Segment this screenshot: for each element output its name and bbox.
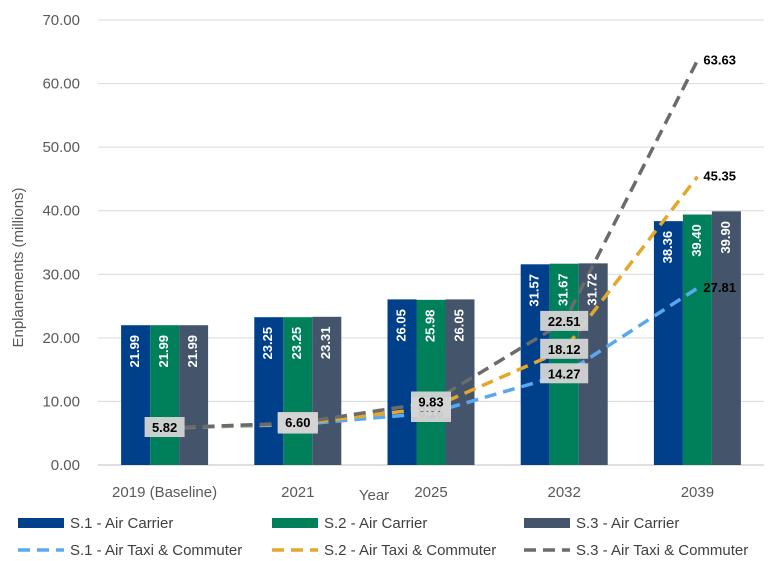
bar xyxy=(312,316,342,465)
line-label-box xyxy=(144,417,185,438)
x-tick-label: 2039 xyxy=(681,484,714,501)
bar-data-label: 23.25 xyxy=(289,327,304,360)
bar-data-label: 23.25 xyxy=(260,327,275,360)
line-label-box xyxy=(277,412,318,433)
bar xyxy=(416,299,446,465)
bar xyxy=(150,325,180,465)
legend-swatch xyxy=(18,518,64,528)
bar-data-label: 25.98 xyxy=(422,310,437,343)
y-tick-label: 10.00 xyxy=(42,393,80,410)
bar-labels: 21.99 21.99 21.99 23.25 23.25 23.31 26.05 25.98… xyxy=(127,221,733,367)
line-data-label: 14.27 xyxy=(548,366,581,381)
legend-label: S.1 - Air Taxi & Commuter xyxy=(70,542,242,559)
x-tick-label: 2019 (Baseline) xyxy=(112,484,217,501)
legend-label: S.2 - Air Taxi & Commuter xyxy=(324,542,496,559)
line-label-box xyxy=(540,310,589,331)
bar-data-label: 39.40 xyxy=(689,224,704,257)
bar-data-label: 21.99 xyxy=(156,335,171,368)
y-axis-title: Enplanements (millions) xyxy=(10,187,27,347)
line-data-label: 45.35 xyxy=(703,169,736,184)
y-tick-label: 70.00 xyxy=(42,12,80,29)
bar-data-label: 26.05 xyxy=(393,309,408,342)
bar xyxy=(711,211,741,465)
legend-label: S.2 - Air Carrier xyxy=(324,515,427,532)
bar xyxy=(682,214,712,465)
line-data-label: 27.81 xyxy=(703,280,736,295)
bar-data-label: 21.99 xyxy=(185,335,200,368)
line-label-box xyxy=(540,363,589,384)
line-label-box xyxy=(540,338,589,359)
y-tick-label: 50.00 xyxy=(42,139,80,156)
bar xyxy=(179,325,209,465)
bar-data-label: 38.36 xyxy=(660,231,675,264)
bar-data-label: 26.05 xyxy=(451,309,466,342)
legend-swatch xyxy=(272,518,318,528)
line-data-label: 63.63 xyxy=(703,52,736,67)
y-tick-label: 20.00 xyxy=(42,330,80,347)
line-data-label: 5.82 xyxy=(152,420,177,435)
x-tick-label: 2021 xyxy=(281,484,314,501)
bar xyxy=(653,221,683,465)
bar-data-label: 31.57 xyxy=(527,274,542,307)
bar-data-label: 21.99 xyxy=(127,335,142,368)
line-label-box xyxy=(411,391,451,412)
bar-data-label: 23.31 xyxy=(318,327,333,360)
line-data-label: 18.12 xyxy=(548,342,581,357)
line-data-label: 6.60 xyxy=(285,415,310,430)
legend-label: S.3 - Air Taxi & Commuter xyxy=(576,542,748,559)
x-tick-label: 2032 xyxy=(548,484,581,501)
bar xyxy=(254,317,284,465)
line-data-label: 9.83 xyxy=(418,395,443,410)
bar-data-label: 31.72 xyxy=(585,273,600,306)
x-axis-title: Year xyxy=(359,487,389,504)
bar xyxy=(121,325,151,465)
y-tick-label: 30.00 xyxy=(42,266,80,283)
y-tick-label: 0.00 xyxy=(51,457,80,474)
bar xyxy=(445,299,475,465)
line-labels: 5.826.368.1814.2727.816.488.9718.1245.35… xyxy=(144,52,736,438)
legend: S.1 - Air Carrier S.2 - Air Carrier S.3 - … xyxy=(18,515,748,559)
bar-data-label: 39.90 xyxy=(718,221,733,254)
x-axis-ticks: 2019 (Baseline) 2021 2025 2032 2039 xyxy=(112,484,714,501)
y-tick-label: 60.00 xyxy=(42,76,80,93)
legend-swatch xyxy=(524,518,570,528)
y-axis-ticks: 0.00 10.00 20.00 30.00 40.00 50.00 60.00 70.00 xyxy=(42,12,80,474)
line-data-label: 22.51 xyxy=(548,314,581,329)
bar xyxy=(283,317,313,465)
x-tick-label: 2025 xyxy=(414,484,447,501)
bar-data-label: 31.67 xyxy=(556,273,571,306)
bar xyxy=(387,299,417,465)
legend-label: S.1 - Air Carrier xyxy=(70,515,173,532)
bars xyxy=(121,211,741,465)
legend-label: S.3 - Air Carrier xyxy=(576,515,679,532)
y-tick-label: 40.00 xyxy=(42,203,80,220)
